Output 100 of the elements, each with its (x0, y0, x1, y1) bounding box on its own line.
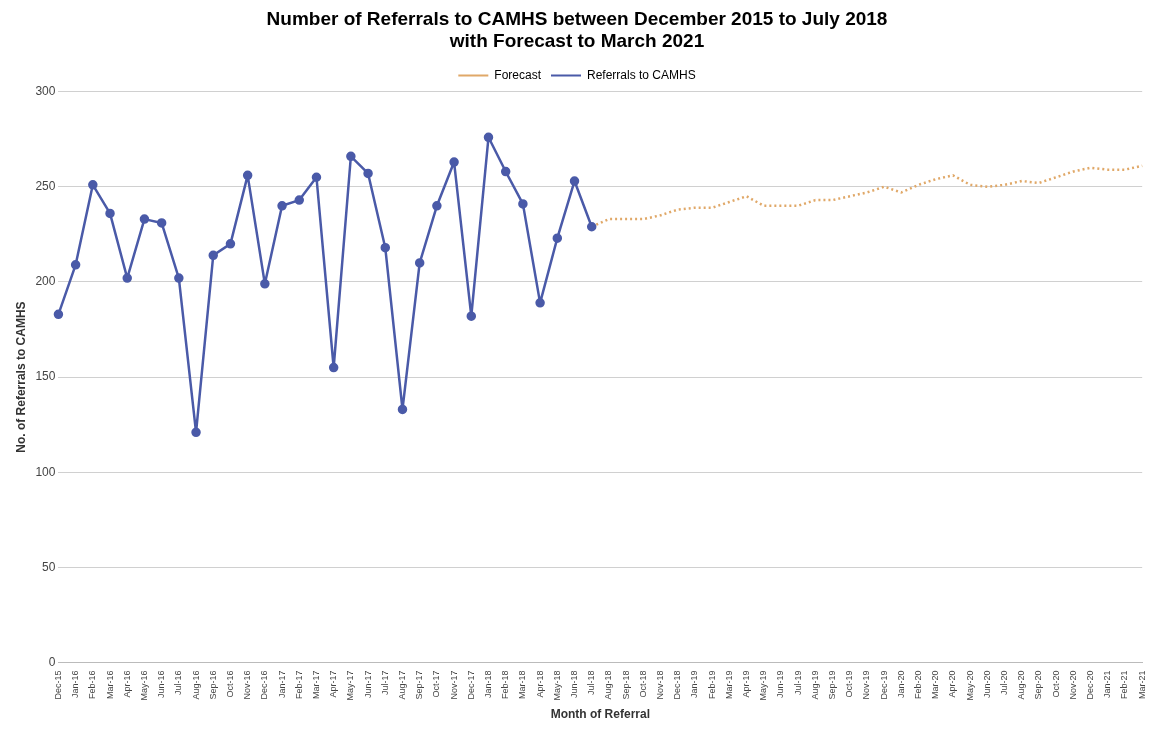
x-tick-label: Nov-19 (861, 670, 872, 700)
chart-title: Number of Referrals to CAMHS between December 2015 to July 2018 with Forecast to March 2021 (266, 7, 888, 52)
x-tick-label: Dec-19 (878, 670, 889, 700)
x-axis-title: Month of Referral (550, 707, 650, 722)
point (432, 201, 442, 211)
y-tick-label: 300 (35, 83, 56, 98)
x-tick-label: May-16 (138, 670, 149, 701)
x-tick-label: Oct-17 (431, 670, 442, 698)
y-tick-label: 50 (42, 559, 56, 574)
x-tick-label: Apr-20 (947, 670, 958, 698)
point (586, 221, 597, 232)
y-axis-title: No. of Referrals to CAMHS (13, 301, 28, 453)
x-tick-label: Feb-20 (913, 670, 924, 700)
point (122, 273, 132, 283)
point (191, 427, 201, 438)
point (277, 201, 287, 211)
x-tick-label: Sep-17 (414, 670, 425, 700)
point (139, 214, 150, 224)
x-tick-label: Jun-18 (568, 670, 579, 699)
point (260, 279, 270, 289)
x-tick-label: Jan-18 (482, 670, 493, 699)
x-tick-label: May-17 (345, 670, 356, 701)
x-tick-label: Feb-19 (706, 670, 717, 700)
x-tick-label: Feb-21 (1119, 670, 1130, 700)
point (449, 157, 459, 167)
x-tick-label: Mar-20 (930, 670, 941, 700)
point (569, 176, 580, 186)
point (174, 273, 184, 283)
y-tick-label: 250 (35, 179, 56, 194)
x-tick-label: Dec-15 (52, 670, 63, 700)
point (363, 168, 373, 179)
x-tick-label: Jun-17 (362, 670, 373, 699)
y-tick-label: 0 (48, 654, 56, 669)
x-tick-label: Jul-18 (586, 670, 597, 696)
point (483, 132, 494, 143)
x-tick-label: Apr-19 (741, 670, 752, 698)
x-tick-label: Jul-19 (792, 670, 803, 696)
y-tick-label: 100 (35, 464, 56, 479)
x-tick-label: Feb-18 (500, 670, 511, 700)
x-tick-label: Mar-16 (104, 670, 115, 700)
x-tick-label: Jun-19 (775, 670, 786, 699)
x-tick-label: Jan-16 (70, 670, 81, 699)
x-tick-label: Nov-17 (448, 670, 459, 700)
point (552, 233, 563, 243)
x-tick-label: Dec-20 (1085, 670, 1096, 700)
point (156, 218, 167, 228)
point (242, 170, 253, 181)
x-tick-label: May-20 (964, 670, 975, 701)
x-tick-label: Jun-20 (981, 670, 992, 699)
point (225, 239, 236, 249)
x-tick-label: Mar-18 (517, 670, 528, 700)
y-tick-label: 200 (35, 274, 56, 289)
x-tick-label: Oct-16 (224, 670, 235, 698)
x-tick-label: Sep-18 (620, 670, 631, 700)
point (414, 258, 425, 268)
x-tick-label: Oct-20 (1050, 670, 1061, 698)
x-tick-label: Aug-20 (1016, 670, 1027, 700)
x-tick-label: Sep-20 (1033, 670, 1044, 700)
x-tick-label: Aug-18 (603, 670, 614, 700)
x-tick-label: Oct-18 (637, 670, 648, 698)
x-tick-label: Dec-17 (465, 670, 476, 700)
point (88, 180, 98, 190)
point (518, 199, 528, 209)
point (535, 298, 545, 308)
y-tick-label: 150 (35, 369, 56, 384)
x-tick-label: Dec-16 (259, 670, 270, 700)
point (105, 208, 115, 219)
x-tick-label: Apr-17 (328, 670, 339, 698)
point (311, 172, 322, 182)
point (397, 404, 408, 415)
x-tick-label: Sep-19 (827, 670, 838, 700)
x-tick-label: Sep-16 (207, 670, 218, 700)
legend-label: Forecast (494, 67, 542, 82)
point (294, 195, 305, 205)
x-tick-label: May-18 (551, 670, 562, 701)
point (380, 242, 391, 253)
x-tick-label: Feb-16 (87, 670, 98, 700)
x-tick-label: May-19 (758, 670, 769, 701)
x-tick-label: Jan-17 (276, 670, 287, 699)
x-tick-label: Mar-21 (1136, 670, 1147, 700)
x-tick-label: Mar-19 (723, 670, 734, 700)
point (70, 260, 81, 270)
x-tick-label: Aug-19 (809, 670, 820, 700)
point (346, 151, 356, 162)
x-tick-label: Aug-17 (396, 670, 407, 700)
legend-label: Referrals to CAMHS (587, 67, 696, 82)
x-tick-label: Oct-19 (844, 670, 855, 698)
point (500, 166, 511, 177)
x-tick-label: Jul-16 (173, 670, 184, 696)
point (328, 362, 339, 373)
x-tick-label: Aug-16 (190, 670, 201, 700)
x-tick-label: Nov-16 (242, 670, 253, 700)
x-tick-label: Dec-18 (672, 670, 683, 700)
x-tick-label: Jan-19 (689, 670, 700, 699)
x-tick-label: Mar-17 (310, 670, 321, 700)
x-tick-label: Nov-20 (1067, 670, 1078, 700)
x-tick-label: Jul-17 (379, 670, 390, 696)
point (466, 311, 477, 321)
x-tick-label: Apr-18 (534, 670, 545, 698)
x-tick-label: Jul-20 (999, 670, 1010, 696)
